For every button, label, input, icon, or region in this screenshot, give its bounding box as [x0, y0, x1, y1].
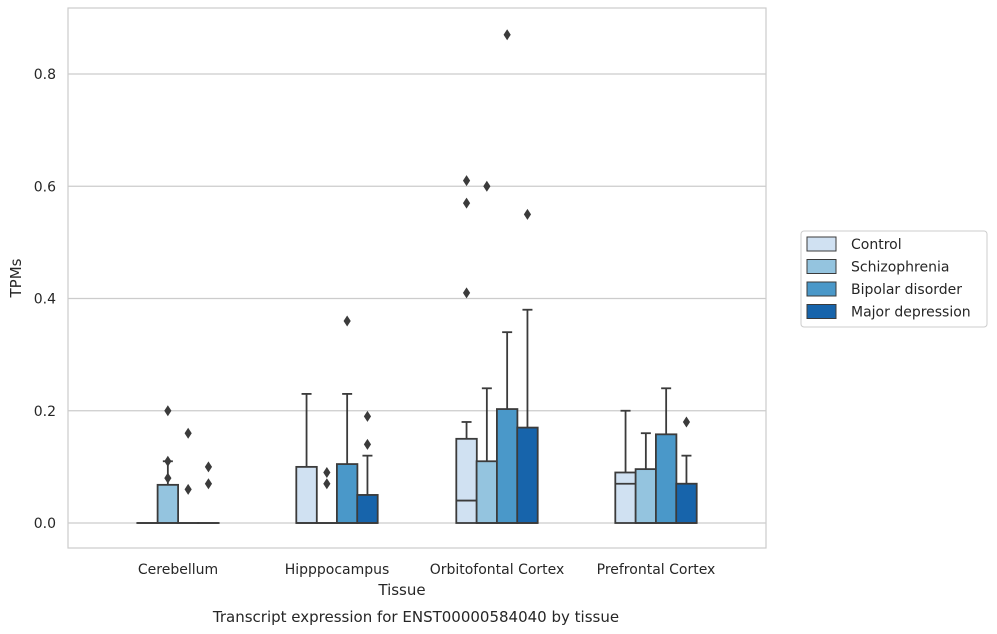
- legend-swatch: [806, 236, 837, 252]
- box-major-depression: [516, 208, 539, 524]
- box-body: [295, 465, 318, 524]
- x-tick-label: Prefrontal Cortex: [597, 562, 716, 578]
- x-axis-ticks: Cerebellum Hipppocampus Orbitofontal Corte…: [138, 562, 715, 578]
- box-body: [634, 468, 657, 524]
- box-body: [335, 463, 359, 524]
- box-schizophrenia: [634, 432, 657, 524]
- outlier-point: [164, 472, 172, 484]
- box-body: [614, 471, 637, 524]
- box-bipolar-disorder: [335, 315, 359, 524]
- box-body: [356, 494, 379, 524]
- legend-frame: [800, 230, 988, 328]
- y-tick-label: 0.2: [34, 404, 56, 420]
- chart-caption: Transcript expression for ENST0000058404…: [212, 608, 619, 626]
- box-bipolar-disorder: [495, 29, 519, 524]
- x-tick-label: Cerebellum: [138, 562, 218, 578]
- box-schizophrenia: [315, 466, 339, 524]
- box-major-depression: [675, 416, 698, 524]
- outlier-point: [483, 180, 491, 192]
- y-tick-label: 0.4: [34, 292, 56, 308]
- outlier-point: [204, 478, 213, 490]
- y-axis-ticks: 0.0 0.2 0.4 0.6 0.8: [34, 67, 56, 532]
- box-major-depression: [356, 410, 379, 524]
- x-axis-label: Tissue: [377, 581, 425, 599]
- outlier-point: [363, 410, 372, 422]
- outlier-point: [164, 455, 172, 467]
- y-tick-label: 0.8: [34, 67, 56, 83]
- outlier-point: [323, 478, 331, 490]
- y-axis-label: TPMs: [7, 258, 25, 298]
- box-schizophrenia: [156, 405, 180, 524]
- outlier-point: [204, 461, 213, 473]
- outlier-point: [503, 29, 511, 41]
- box-body: [156, 483, 180, 524]
- legend: Control Schizophrenia Bipolar disorder Majo…: [800, 230, 988, 328]
- box-body: [455, 437, 478, 524]
- legend-entry-label: Control: [851, 237, 902, 253]
- outlier-point: [184, 427, 192, 439]
- box-control: [295, 393, 318, 524]
- box-schizophrenia: [475, 180, 499, 524]
- x-tick-label: Hipppocampus: [285, 562, 390, 578]
- box-control: [614, 409, 637, 524]
- legend-entry-label: Bipolar disorder: [851, 282, 962, 298]
- legend-entry-label: Major depression: [851, 305, 971, 321]
- box-body: [495, 408, 519, 524]
- box-control: [455, 175, 478, 524]
- legend-entry-label: Schizophrenia: [851, 260, 949, 276]
- box-body: [655, 433, 678, 524]
- box-major-depression: [197, 461, 220, 524]
- outlier-point: [462, 197, 471, 209]
- boxes: [136, 29, 698, 524]
- box-bipolar-disorder: [655, 387, 678, 524]
- outlier-point: [343, 315, 351, 327]
- legend-swatch: [806, 304, 837, 319]
- legend-swatch: [806, 259, 837, 274]
- outlier-point: [164, 405, 172, 417]
- y-tick-label: 0.6: [34, 179, 56, 195]
- box-body: [516, 426, 539, 524]
- outlier-point: [184, 483, 192, 495]
- x-tick-label: Orbitofontal Cortex: [430, 562, 565, 578]
- outlier-point: [462, 175, 471, 187]
- outlier-point: [682, 416, 691, 428]
- y-tick-label: 0.0: [34, 516, 56, 532]
- outlier-point: [523, 208, 532, 220]
- legend-swatch: [806, 281, 837, 297]
- box-body: [675, 482, 698, 524]
- outlier-point: [462, 287, 471, 299]
- plot-frame: [67, 7, 767, 549]
- outlier-point: [323, 466, 331, 478]
- outlier-point: [363, 438, 372, 450]
- box-bipolar-disorder: [176, 427, 200, 524]
- box-body: [475, 460, 499, 524]
